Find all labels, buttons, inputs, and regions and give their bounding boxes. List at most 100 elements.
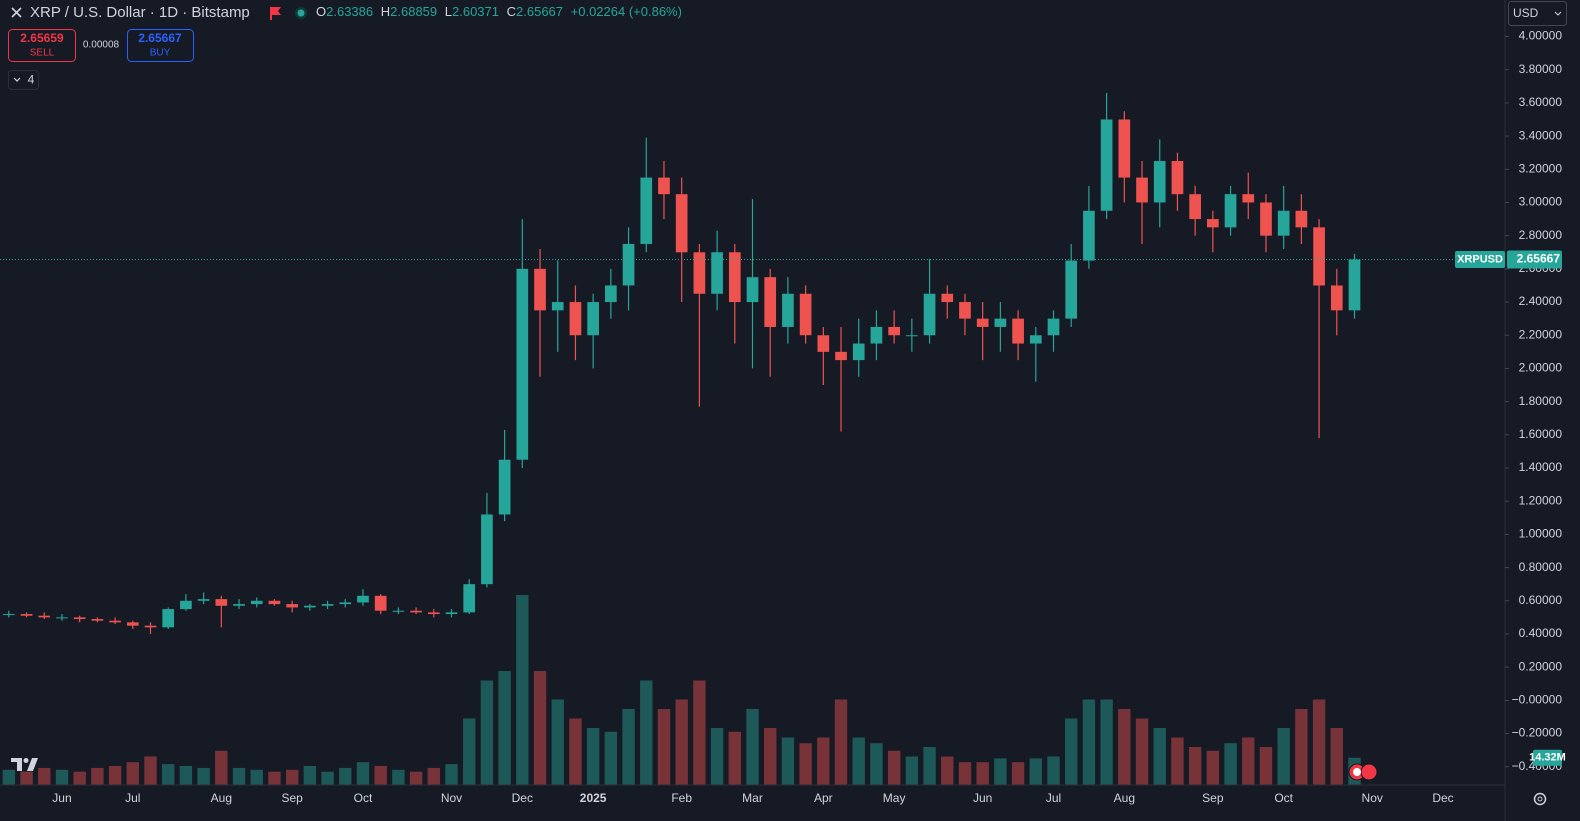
volume-bar (356, 762, 370, 785)
logo-part (11, 758, 22, 771)
volume-bar (1242, 737, 1255, 785)
x-tick-label: Oct (354, 791, 373, 805)
plot-area (0, 92, 1505, 785)
sell-button[interactable] (8, 29, 76, 62)
tv-logo (11, 758, 38, 771)
candle-body (197, 599, 210, 601)
volume-bar (215, 750, 228, 785)
candle-body (658, 177, 670, 195)
close-icon[interactable] (11, 7, 22, 18)
x-tick-label: Jun (52, 791, 71, 805)
candle-body (516, 268, 529, 460)
candle-body (1295, 210, 1308, 228)
volume-bar (339, 767, 352, 785)
volume-bar (1295, 709, 1308, 785)
y-tick-label: 2.40000 (1519, 294, 1563, 308)
candle-body (1189, 194, 1201, 220)
candle-body (162, 609, 175, 628)
volume-bar (746, 709, 759, 785)
candle-body (1171, 160, 1184, 195)
flag-icon[interactable] (270, 7, 281, 20)
candle-body (622, 243, 635, 286)
volume-bar (728, 731, 741, 785)
indicators-toggle[interactable] (8, 70, 39, 90)
volume-bar (321, 771, 334, 785)
volume-bar (693, 680, 706, 785)
ohlc-value: 2.60371 (452, 4, 499, 19)
volume-bar (162, 764, 175, 785)
candle-body (640, 177, 653, 244)
buy-button[interactable] (127, 29, 194, 62)
volume-bar (586, 728, 600, 785)
settings-button[interactable] (1533, 792, 1547, 806)
volume-bar (1029, 758, 1042, 785)
x-tick-label: May (883, 791, 906, 805)
volume-bar (710, 728, 724, 785)
y-tick-label: 3.20000 (1519, 161, 1563, 175)
volume-bar (1330, 728, 1343, 785)
candle-body (1313, 227, 1325, 286)
candle-body (250, 600, 263, 605)
volume-bar (887, 750, 901, 785)
volume-bar (516, 595, 529, 785)
candle-body (782, 293, 794, 327)
volume-bar (1206, 750, 1220, 785)
candle-body (551, 302, 564, 311)
candle-body (941, 293, 954, 303)
candle-body (728, 252, 741, 303)
volume-bar (1011, 762, 1025, 785)
events-icons[interactable] (1348, 763, 1378, 781)
x-tick-label: Aug (1114, 791, 1135, 805)
candle-body (1260, 202, 1272, 236)
candle-body (410, 610, 422, 613)
y-tick-label: 1.60000 (1519, 427, 1563, 441)
candle-body (268, 600, 281, 605)
logo-part (23, 758, 29, 763)
volume-bar (108, 766, 122, 785)
candle-body (799, 293, 812, 336)
volume-bar (852, 737, 865, 785)
volume-bar (303, 766, 317, 785)
candle-body (109, 620, 121, 623)
gear-icon[interactable] (1533, 792, 1547, 806)
sell-price: 2.65659 (20, 31, 64, 45)
x-tick-label: Sep (281, 791, 303, 805)
candle-body (180, 600, 192, 610)
y-tick-label: 3.80000 (1519, 62, 1563, 76)
event-icon[interactable] (1360, 763, 1378, 781)
candle-body (835, 351, 847, 361)
candle-body (20, 614, 33, 616)
candle-body (91, 619, 104, 621)
candle-body (994, 318, 1007, 327)
price-tag: 2.65667 (1517, 252, 1561, 266)
candle-body (817, 335, 830, 352)
candle-body (374, 595, 387, 611)
volume-bar (941, 756, 954, 785)
volume-bar (622, 709, 635, 785)
candle-body (1065, 260, 1078, 319)
x-tick-label: Mar (742, 791, 763, 805)
volume-bar (569, 718, 582, 785)
candle-body (605, 285, 617, 303)
candle-body (906, 335, 918, 337)
currency-selector[interactable]: USD (1508, 1, 1567, 26)
x-tick-label: Dec (1432, 791, 1453, 805)
volume-bar (2, 769, 16, 785)
volume-bar (604, 731, 618, 785)
volume-bar (905, 756, 919, 785)
currency-button[interactable] (1508, 1, 1567, 26)
candle-body (126, 622, 139, 626)
volume-layer (2, 595, 1361, 785)
x-tick-label: Apr (814, 791, 833, 805)
ohlc-key: C (507, 4, 516, 19)
chevron-icon (13, 77, 21, 82)
volume-bar (1100, 699, 1113, 785)
volume-bar (551, 699, 564, 785)
candle-body (1083, 210, 1095, 261)
volume-bar (73, 771, 86, 785)
volume-bar (640, 680, 653, 785)
volume-bar (232, 767, 246, 785)
candle-body (1224, 194, 1237, 228)
volume-bar (657, 709, 671, 785)
y-tick-label: 2.20000 (1519, 327, 1563, 341)
